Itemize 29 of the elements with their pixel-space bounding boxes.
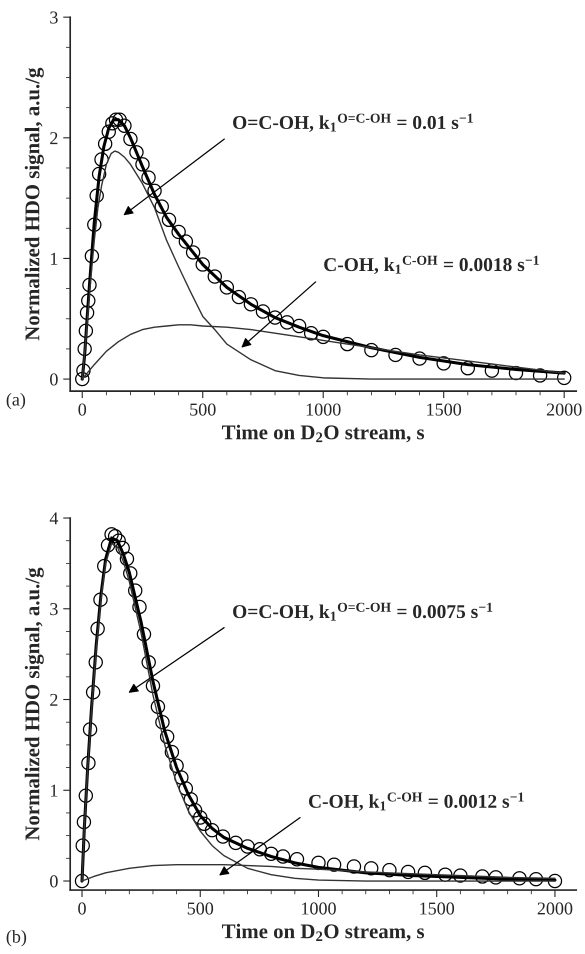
- x-tick-label: 500: [188, 902, 214, 915]
- x-tick-label: 2000: [538, 902, 572, 915]
- x-axis-title: Time on D$_{2}$O stream, s: [222, 924, 424, 942]
- x-tick-label: 1500: [427, 403, 462, 416]
- x-tick-label: 2000: [546, 403, 582, 416]
- x-tick-label: 1000: [302, 902, 336, 915]
- y-tick-label: 2: [50, 694, 58, 706]
- y-axis-title: Normalized HDO signal, a.u./g: [24, 68, 44, 340]
- y-tick-label: 0: [50, 373, 58, 386]
- y-tick-label: 4: [50, 512, 58, 524]
- x-tick-label: 1500: [420, 902, 454, 915]
- y-tick-label: 1: [50, 784, 58, 797]
- y-tick-label: 3: [50, 11, 58, 24]
- y-tick-label: 2: [50, 132, 58, 144]
- x-tick-label: 0: [78, 403, 86, 416]
- annotation: O=C-OH, k$_{1}$$^{O=C-OH}$ = 0.01 s$^{−1}$: [233, 114, 473, 132]
- x-tick-label: 1000: [306, 403, 341, 416]
- x-tick-label: 0: [78, 902, 86, 915]
- y-tick-label: 0: [50, 875, 58, 888]
- x-axis-title: Time on D$_{2}$O stream, s: [222, 424, 424, 442]
- text: (b): [6, 930, 26, 946]
- y-axis-title: Normalized HDO signal, a.u./g: [24, 568, 44, 840]
- y-tick-label: 1: [50, 252, 58, 265]
- annotation: C-OH, k$_{1}$$^{C-OH}$ = 0.0018 s$^{−1}$: [324, 256, 539, 274]
- text: (a): [6, 392, 26, 410]
- annotation: C-OH, k$_{1}$$^{C-OH}$ = 0.0012 s$^{−1}$: [308, 792, 524, 811]
- annotation: O=C-OH, k$_{1}$$^{O=C-OH}$ = 0.0075 s$^{−1}$: [233, 602, 492, 621]
- x-tick-label: 500: [190, 403, 216, 416]
- y-tick-label: 3: [50, 603, 58, 616]
